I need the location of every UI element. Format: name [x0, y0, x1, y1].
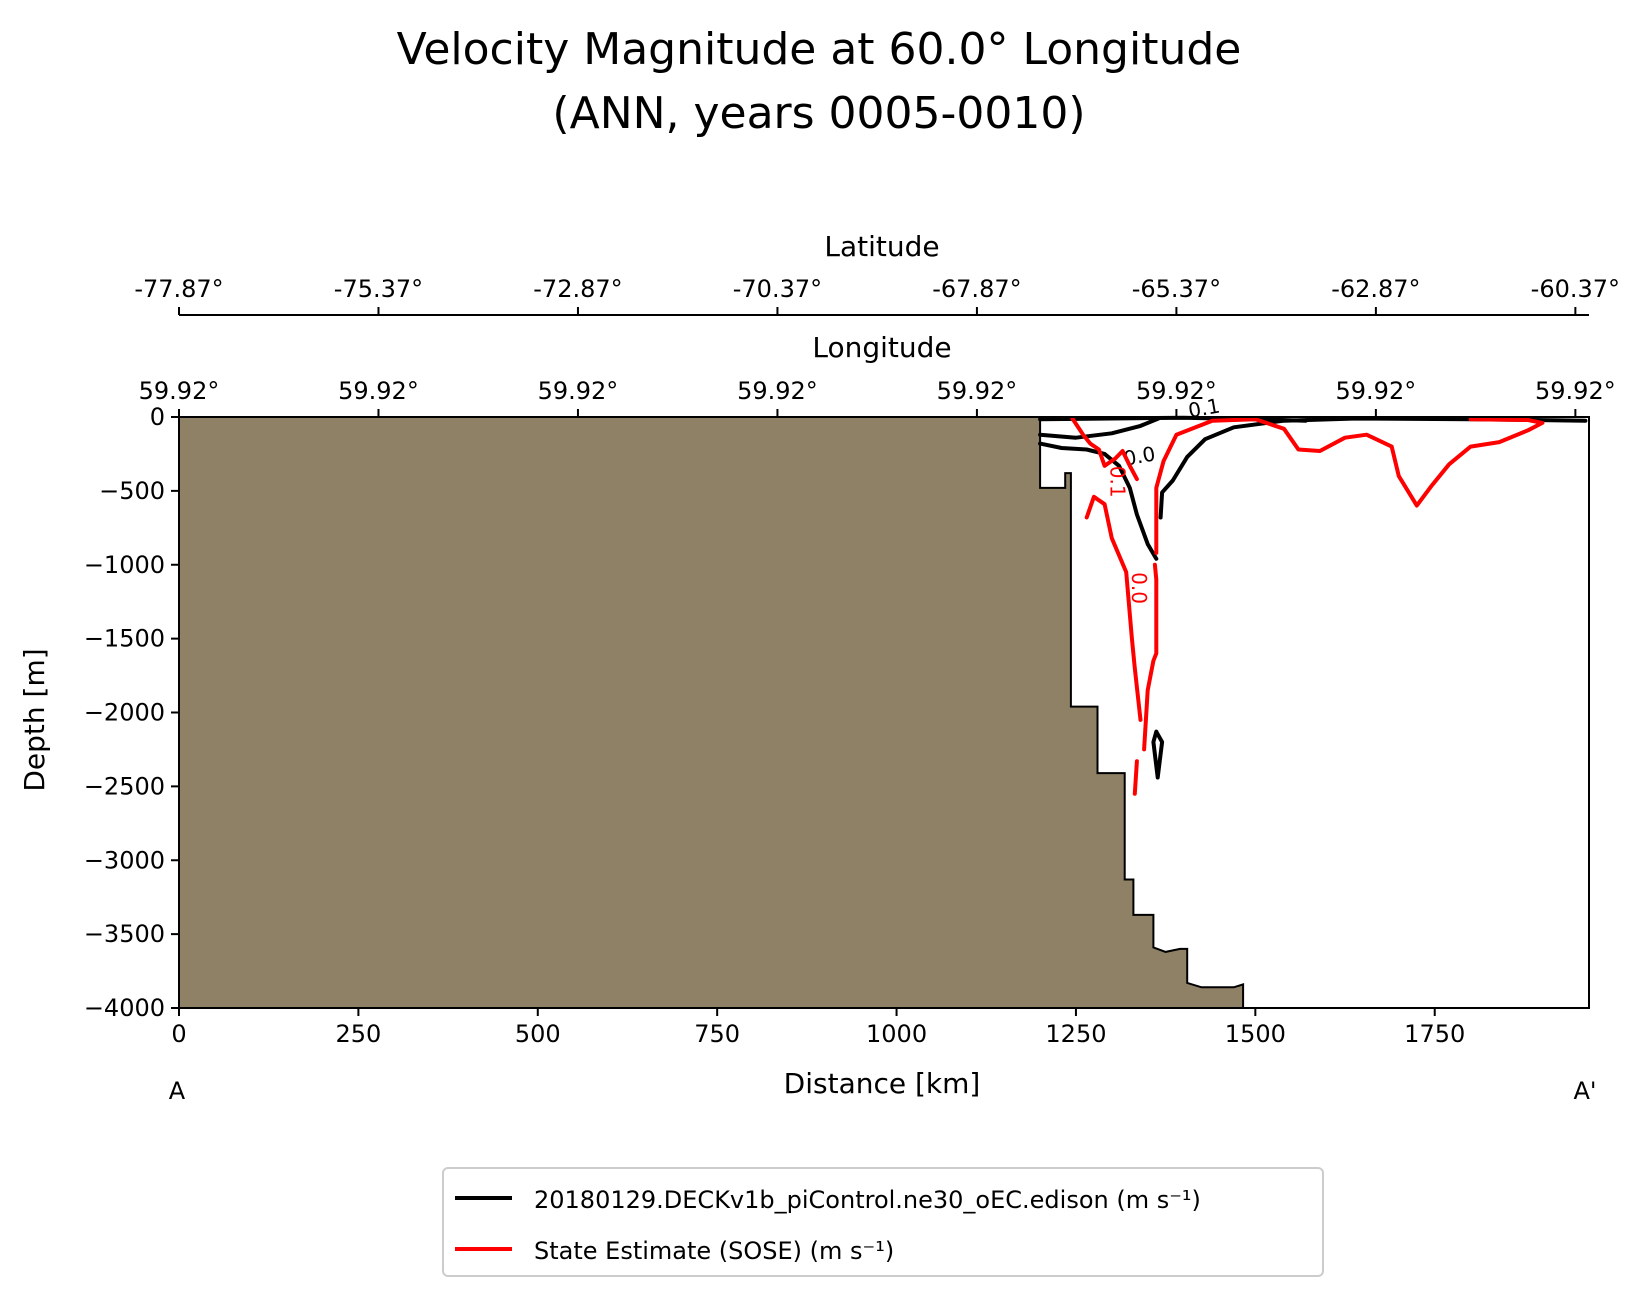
contour-line-sose — [1142, 562, 1159, 752]
longitude-tick-label: 59.92° — [737, 377, 818, 405]
plot-area: 0.10.00.10.00 250 500 750 1000 1250 1500 17500−… — [84, 275, 1620, 1048]
bathymetry-land — [178, 416, 1245, 1009]
y-tick-label: −3000 — [84, 846, 165, 874]
latitude-tick-label: -65.37° — [1132, 275, 1221, 303]
y-tick-label: −2000 — [84, 699, 165, 727]
section-end-label: A' — [1573, 1077, 1596, 1105]
y-tick-label: −1000 — [84, 551, 165, 579]
longitude-tick-label: 59.92° — [1535, 377, 1616, 405]
y-tick-label: −4000 — [84, 994, 165, 1022]
contour-line-model — [1038, 416, 1161, 440]
latitude-tick-label: -67.87° — [932, 275, 1021, 303]
contour-line-model — [1158, 416, 1588, 520]
y-tick-label: −1500 — [84, 625, 165, 653]
chart-title-line2: (ANN, years 0005-0010) — [552, 88, 1085, 139]
legend-box — [442, 1167, 1324, 1277]
latitude-axis-label: Latitude — [824, 230, 939, 263]
contour-level-label: 0.1 — [1106, 466, 1130, 498]
y-tick-label: −2500 — [84, 772, 165, 800]
longitude-tick-label: 59.92° — [139, 377, 220, 405]
y-tick-label: 0 — [150, 403, 165, 431]
contour-line-sose — [1154, 417, 1545, 555]
x-tick-label: 1000 — [866, 1020, 927, 1048]
x-tick-label: 750 — [694, 1020, 740, 1048]
legend: 20180129.DECKv1b_piControl.ne30_oEC.edis… — [442, 1167, 1324, 1277]
longitude-tick-label: 59.92° — [1336, 377, 1417, 405]
longitude-tick-label: 59.92° — [538, 377, 619, 405]
x-tick-label: 0 — [171, 1020, 186, 1048]
y-axis-label: Depth [m] — [18, 648, 51, 791]
y-tick-label: −3500 — [84, 920, 165, 948]
contour-line-sose — [1132, 759, 1139, 796]
chart-title-line1: Velocity Magnitude at 60.0° Longitude — [397, 24, 1242, 75]
x-tick-label: 1750 — [1404, 1020, 1465, 1048]
contour-line-model — [1151, 729, 1165, 780]
legend-label-model: 20180129.DECKv1b_piControl.ne30_oEC.edis… — [534, 1186, 1201, 1214]
section-start-label: A — [169, 1077, 186, 1105]
latitude-tick-label: -70.37° — [733, 275, 822, 303]
contour-level-label: 0.0 — [1127, 572, 1151, 604]
x-tick-label: 500 — [515, 1020, 561, 1048]
latitude-tick-label: -75.37° — [334, 275, 423, 303]
x-tick-label: 1500 — [1225, 1020, 1286, 1048]
x-tick-label: 1250 — [1045, 1020, 1106, 1048]
x-axis-label: Distance [km] — [784, 1067, 981, 1100]
contour-line-sose — [1084, 494, 1143, 722]
legend-label-sose: State Estimate (SOSE) (m s⁻¹) — [534, 1237, 894, 1265]
latitude-tick-label: -77.87° — [134, 275, 223, 303]
contour-line-model — [1038, 441, 1159, 561]
contour-line-sose — [1070, 416, 1139, 482]
x-tick-label: 250 — [335, 1020, 381, 1048]
y-tick-label: −500 — [99, 477, 165, 505]
longitude-tick-label: 59.92° — [1136, 377, 1217, 405]
longitude-tick-label: 59.92° — [338, 377, 419, 405]
latitude-tick-label: -62.87° — [1331, 275, 1420, 303]
latitude-tick-label: -72.87° — [533, 275, 622, 303]
longitude-tick-label: 59.92° — [937, 377, 1018, 405]
latitude-tick-label: -60.37° — [1531, 275, 1620, 303]
longitude-axis-label: Longitude — [812, 331, 951, 364]
